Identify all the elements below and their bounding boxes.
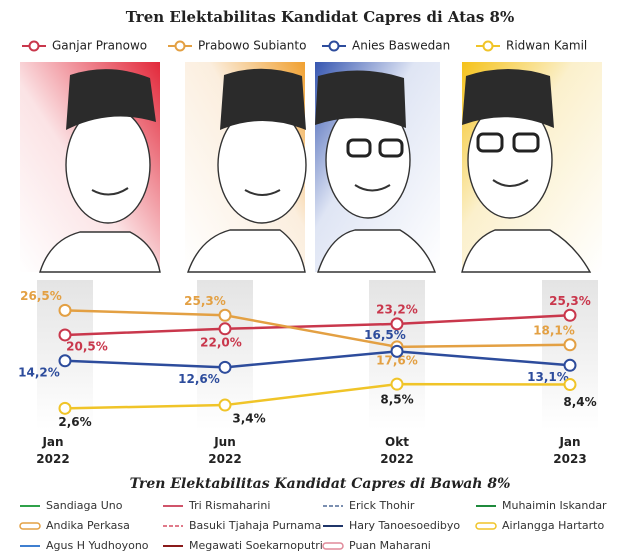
x-tick-label: Jun 2022 — [208, 435, 241, 466]
legend-label: Andika Perkasa — [46, 519, 130, 532]
legend-item: Prabowo Subianto — [168, 39, 306, 53]
column-band — [542, 280, 598, 430]
legend-marker — [328, 40, 340, 52]
data-point — [563, 358, 577, 372]
data-label: 23,2% — [376, 302, 418, 316]
data-label: 3,4% — [232, 412, 265, 426]
data-label: 12,6% — [178, 372, 220, 386]
legend-swatch — [19, 522, 41, 530]
legend-item: Erick Thohir — [323, 499, 415, 512]
legend-label: Anies Baswedan — [352, 39, 450, 53]
legend-item: Muhaimin Iskandar — [476, 499, 607, 512]
legend-label: Ridwan Kamil — [506, 39, 587, 53]
series-line — [64, 382, 571, 410]
legend-label: Hary Tanoesoedibyo — [349, 519, 460, 532]
data-point — [218, 360, 232, 374]
series-line — [64, 314, 571, 337]
legend-item: Ridwan Kamil — [476, 39, 587, 53]
legend-label: Airlangga Hartarto — [502, 519, 604, 532]
portraits — [20, 62, 602, 273]
legend-label: Agus H Yudhoyono — [46, 539, 149, 552]
data-point — [218, 398, 232, 412]
legend-marker — [174, 40, 186, 52]
data-point — [218, 308, 232, 322]
data-point — [563, 378, 577, 392]
data-label: 20,5% — [66, 339, 108, 353]
legend-item: Megawati Soekarnoputri — [163, 539, 323, 552]
data-point — [58, 328, 72, 342]
legend-label: Prabowo Subianto — [198, 39, 306, 53]
data-point — [563, 338, 577, 352]
series-line — [64, 309, 571, 349]
data-point — [58, 354, 72, 368]
data-label: 25,3% — [184, 294, 226, 308]
legend-label: Tri Rismaharini — [188, 499, 270, 512]
data-label: 8,4% — [563, 395, 596, 409]
portrait — [39, 69, 161, 273]
data-label: 13,1% — [527, 370, 569, 384]
legend-label: Sandiaga Uno — [46, 499, 123, 512]
legend-item: Airlangga Hartarto — [475, 519, 604, 532]
data-label: 2,6% — [58, 415, 91, 429]
data-label: 17,6% — [376, 353, 418, 367]
legend-marker — [28, 40, 40, 52]
data-point — [218, 322, 232, 336]
legend-label: Ganjar Pranowo — [52, 39, 147, 53]
legend-item: Tri Rismaharini — [163, 499, 270, 512]
legend-label: Basuki Tjahaja Purnama — [189, 519, 321, 532]
data-point — [563, 308, 577, 322]
chart-title: Tren Elektabilitas Kandidat Capres di At… — [126, 8, 515, 26]
data-point — [390, 317, 404, 331]
portrait — [315, 70, 437, 273]
legend-label: Muhaimin Iskandar — [502, 499, 607, 512]
data-label: 14,2% — [18, 365, 60, 379]
legend: Sandiaga Uno Tri Rismaharini Erick Thohir M… — [19, 499, 607, 552]
data-point — [58, 401, 72, 415]
plot-area: Jan 2022 Jun 2022 Okt 2022 Jan 2023 20,5% 22,0% 23… — [18, 280, 598, 466]
data-point — [390, 344, 404, 358]
legend-label: Erick Thohir — [349, 499, 415, 512]
legend: Ganjar Pranowo Prabowo Subianto Anies Basw… — [22, 39, 587, 53]
legend-item: Agus H Yudhoyono — [20, 539, 149, 552]
portrait — [461, 69, 592, 273]
data-label: 25,3% — [549, 294, 591, 308]
data-point — [58, 303, 72, 317]
legend-item: Anies Baswedan — [322, 39, 450, 53]
portrait — [187, 68, 307, 273]
legend-swatch — [475, 522, 497, 530]
legend-item: Ganjar Pranowo — [22, 39, 147, 53]
legend-label: Puan Maharani — [349, 539, 431, 552]
x-tick-label: Okt 2022 — [380, 435, 413, 466]
legend-marker — [482, 40, 494, 52]
x-tick-label: Jan 2022 — [36, 435, 69, 466]
legend-swatch — [322, 542, 344, 550]
legend-label: Megawati Soekarnoputri — [189, 539, 323, 552]
data-label: 22,0% — [200, 335, 242, 349]
legend-item: Puan Maharani — [322, 539, 431, 552]
data-label: 16,5% — [364, 328, 406, 342]
series-line — [64, 350, 571, 369]
legend-item: Sandiaga Uno — [20, 499, 123, 512]
data-label: 18,1% — [533, 323, 575, 337]
legend-item: Hary Tanoesoedibyo — [323, 519, 460, 532]
data-point — [390, 377, 404, 391]
data-label: 26,5% — [20, 289, 62, 303]
legend-item: Andika Perkasa — [19, 519, 130, 532]
data-label: 8,5% — [380, 393, 413, 407]
x-tick-label: Jan 2023 — [553, 435, 586, 466]
subtitle: Tren Elektabilitas Kandidat Capres di Ba… — [130, 476, 511, 492]
legend-item: Basuki Tjahaja Purnama — [163, 519, 321, 532]
